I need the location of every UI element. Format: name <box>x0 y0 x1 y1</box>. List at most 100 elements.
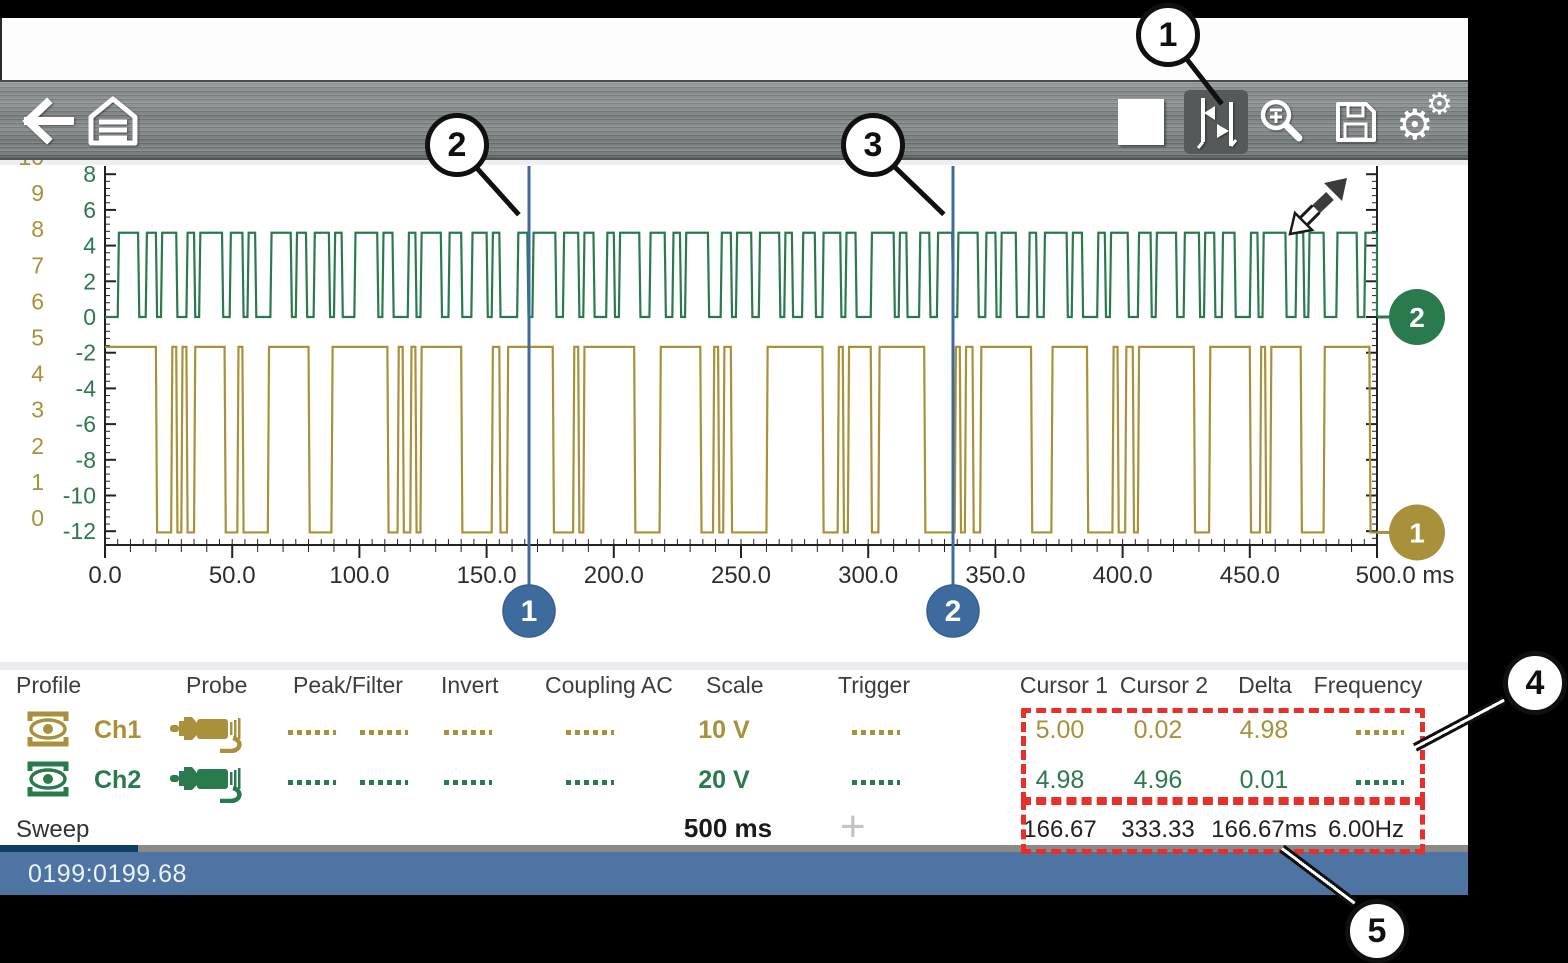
channel-row-ch1: Ch1 10 V 5.00 0.02 4.98 <box>0 708 1468 754</box>
header-coupling-ac: Coupling AC <box>545 672 673 698</box>
delta-value-ch2: 0.01 <box>1239 766 1289 794</box>
svg-text:-8: -8 <box>76 447 96 473</box>
header-frequency: Frequency <box>1313 672 1423 698</box>
sweep-progress-done <box>0 845 138 852</box>
cursors-icon[interactable] <box>1194 96 1240 150</box>
channel-label-ch2[interactable]: Ch2 <box>94 766 142 794</box>
svg-text:450.0: 450.0 <box>1220 562 1280 589</box>
coupling-value-ch1[interactable] <box>566 730 614 735</box>
save-icon[interactable] <box>1332 98 1380 146</box>
header-invert: Invert <box>441 672 499 698</box>
scope-app-window: ⚙ ⚙ 10987654321086420-2-4-6-8-10-120.050… <box>0 18 1468 895</box>
header-peak-filter: Peak/Filter <box>293 672 403 698</box>
stop-button-icon[interactable] <box>1118 99 1164 145</box>
header-profile: Profile <box>16 672 82 698</box>
header-trigger: Trigger <box>838 672 910 698</box>
back-icon[interactable] <box>14 92 78 150</box>
profile-eye-icon[interactable] <box>26 710 70 748</box>
svg-text:50.0: 50.0 <box>209 562 256 589</box>
svg-text:-12: -12 <box>63 518 96 544</box>
svg-text:1: 1 <box>31 469 44 495</box>
svg-text:0: 0 <box>83 304 96 330</box>
cursor1-value-ch1: 5.00 <box>1035 716 1085 744</box>
peak-value-ch1[interactable] <box>288 730 336 735</box>
frequency-value-ch1 <box>1356 730 1404 735</box>
svg-text:1: 1 <box>521 595 538 628</box>
probe-icon-ch1[interactable] <box>170 709 244 753</box>
svg-text:100.0: 100.0 <box>329 562 389 589</box>
cursor1-value-ch2: 4.98 <box>1035 766 1085 794</box>
filter-value-ch2[interactable] <box>360 780 408 785</box>
channel-label-ch1[interactable]: Ch1 <box>94 716 142 744</box>
svg-text:-4: -4 <box>76 375 97 401</box>
svg-text:6: 6 <box>83 197 96 223</box>
svg-text:10: 10 <box>18 160 44 170</box>
callout-2: 2 <box>425 113 489 177</box>
delta-value-ch1: 4.98 <box>1239 716 1289 744</box>
svg-text:500.0 ms: 500.0 ms <box>1356 562 1455 589</box>
svg-text:2: 2 <box>945 595 962 628</box>
invert-value-ch1[interactable] <box>444 730 492 735</box>
svg-text:250.0: 250.0 <box>711 562 771 589</box>
svg-text:150.0: 150.0 <box>457 562 517 589</box>
scope-plot[interactable]: 10987654321086420-2-4-6-8-10-120.050.010… <box>0 160 1468 662</box>
window-top-strip <box>0 18 1468 80</box>
gear-small-icon: ⚙ <box>1426 88 1453 121</box>
status-counter: 0199:0199.68 <box>28 860 187 888</box>
svg-text:-6: -6 <box>76 411 96 437</box>
scale-value-ch1[interactable]: 10 V <box>698 716 750 744</box>
svg-text:4: 4 <box>83 233 96 259</box>
channel-row-ch2: Ch2 20 V 4.98 4.96 0.01 <box>0 758 1468 804</box>
profile-eye-icon[interactable] <box>26 760 70 798</box>
plot-panel-divider <box>0 662 1468 670</box>
callout-4: 4 <box>1503 651 1567 715</box>
sweep-progress-track <box>0 845 1468 852</box>
callout-5: 5 <box>1345 899 1409 963</box>
home-icon[interactable] <box>84 94 142 148</box>
header-cursor1: Cursor 1 <box>1019 672 1109 698</box>
svg-text:350.0: 350.0 <box>965 562 1025 589</box>
svg-text:6: 6 <box>31 288 44 314</box>
delta-time: 166.67ms <box>1211 816 1317 843</box>
trigger-value-ch2[interactable] <box>852 780 900 785</box>
svg-text:8: 8 <box>31 216 44 242</box>
expand-plot-icon <box>1288 178 1347 236</box>
channel-control-panel: Profile Probe Peak/Filter Invert Couplin… <box>0 670 1468 851</box>
svg-text:9: 9 <box>31 180 44 206</box>
cursor2-value-ch1: 0.02 <box>1133 716 1183 744</box>
gear-large-icon: ⚙ <box>1396 101 1434 148</box>
filter-value-ch1[interactable] <box>360 730 408 735</box>
sweep-value[interactable]: 500 ms <box>683 813 773 843</box>
frequency-value-ch2 <box>1356 780 1404 785</box>
zoom-icon[interactable] <box>1256 96 1308 148</box>
probe-icon-ch2[interactable] <box>170 759 244 803</box>
frequency-value: 6.00Hz <box>1327 816 1405 843</box>
svg-text:-2: -2 <box>76 340 96 366</box>
svg-text:2: 2 <box>83 268 96 294</box>
svg-text:1: 1 <box>1409 517 1425 548</box>
toolbar-plot-divider <box>0 160 1468 165</box>
svg-text:2: 2 <box>1409 302 1425 333</box>
peak-value-ch2[interactable] <box>288 780 336 785</box>
status-bar: 0199:0199.68 <box>0 852 1468 895</box>
invert-value-ch2[interactable] <box>444 780 492 785</box>
scale-value-ch2[interactable]: 20 V <box>698 766 750 794</box>
coupling-value-ch2[interactable] <box>566 780 614 785</box>
add-channel-button[interactable]: + <box>840 802 866 851</box>
settings-icon[interactable]: ⚙ ⚙ <box>1396 90 1458 152</box>
svg-text:4: 4 <box>31 361 44 387</box>
sweep-label: Sweep <box>16 816 90 843</box>
callout-3: 3 <box>841 113 905 177</box>
svg-text:5: 5 <box>31 325 44 351</box>
sweep-row: Sweep 500 ms + 166.67 333.33 166.67ms 6.… <box>0 802 1468 851</box>
cursor1-time: 166.67 <box>1023 816 1097 843</box>
svg-text:-10: -10 <box>63 483 96 509</box>
trigger-value-ch1[interactable] <box>852 730 900 735</box>
header-scale: Scale <box>706 672 764 698</box>
callout-1: 1 <box>1136 3 1200 67</box>
svg-text:2: 2 <box>31 433 44 459</box>
main-toolbar: ⚙ ⚙ <box>0 80 1468 160</box>
svg-text:300.0: 300.0 <box>838 562 898 589</box>
header-delta: Delta <box>1238 672 1292 698</box>
